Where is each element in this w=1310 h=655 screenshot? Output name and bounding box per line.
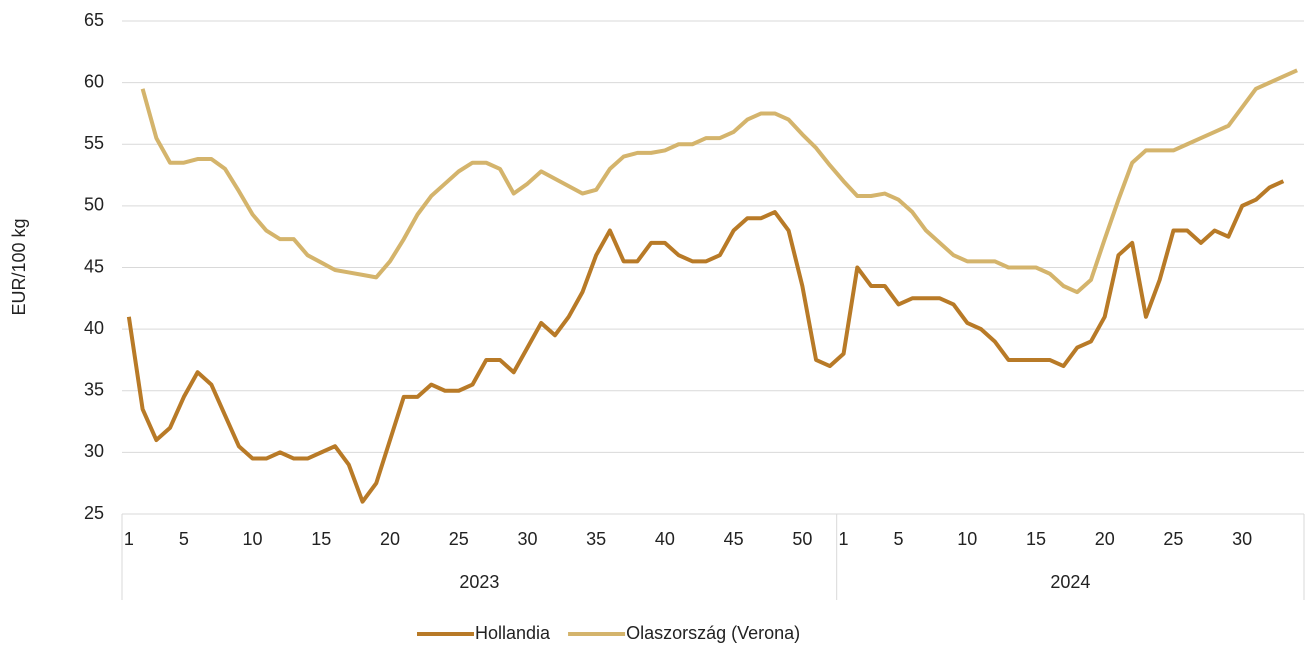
- x-tick-label: 40: [655, 529, 675, 549]
- x-tick-label: 30: [517, 529, 537, 549]
- group-label: 2024: [1050, 572, 1090, 592]
- series-line: [126, 179, 1285, 504]
- x-tick-label: 25: [449, 529, 469, 549]
- x-tick-label: 5: [894, 529, 904, 549]
- y-tick-label: 25: [84, 503, 104, 523]
- y-tick-label: 45: [84, 256, 104, 276]
- x-tick-label: 20: [1095, 529, 1115, 549]
- x-tick-label: 15: [1026, 529, 1046, 549]
- x-tick-label: 1: [839, 529, 849, 549]
- x-tick-label: 1: [124, 529, 134, 549]
- y-tick-label: 50: [84, 195, 104, 215]
- x-tick-label: 15: [311, 529, 331, 549]
- y-tick-label: 65: [84, 10, 104, 30]
- x-tick-label: 5: [179, 529, 189, 549]
- x-tick-label: 10: [243, 529, 263, 549]
- y-tick-label: 30: [84, 441, 104, 461]
- x-tick-label: 50: [792, 529, 812, 549]
- y-tick-label: 40: [84, 318, 104, 338]
- y-tick-label: 35: [84, 380, 104, 400]
- x-tick-label: 45: [724, 529, 744, 549]
- x-tick-label: 20: [380, 529, 400, 549]
- series-line: [140, 68, 1298, 295]
- x-tick-label: 30: [1232, 529, 1252, 549]
- y-tick-label: 55: [84, 133, 104, 153]
- x-tick-label: 10: [957, 529, 977, 549]
- legend-label: Hollandia: [475, 623, 551, 643]
- x-tick-label: 25: [1163, 529, 1183, 549]
- x-tick-label: 35: [586, 529, 606, 549]
- y-axis-label: EUR/100 kg: [9, 218, 29, 315]
- group-label: 2023: [459, 572, 499, 592]
- y-tick-label: 60: [84, 71, 104, 91]
- legend-label: Olaszország (Verona): [626, 623, 800, 643]
